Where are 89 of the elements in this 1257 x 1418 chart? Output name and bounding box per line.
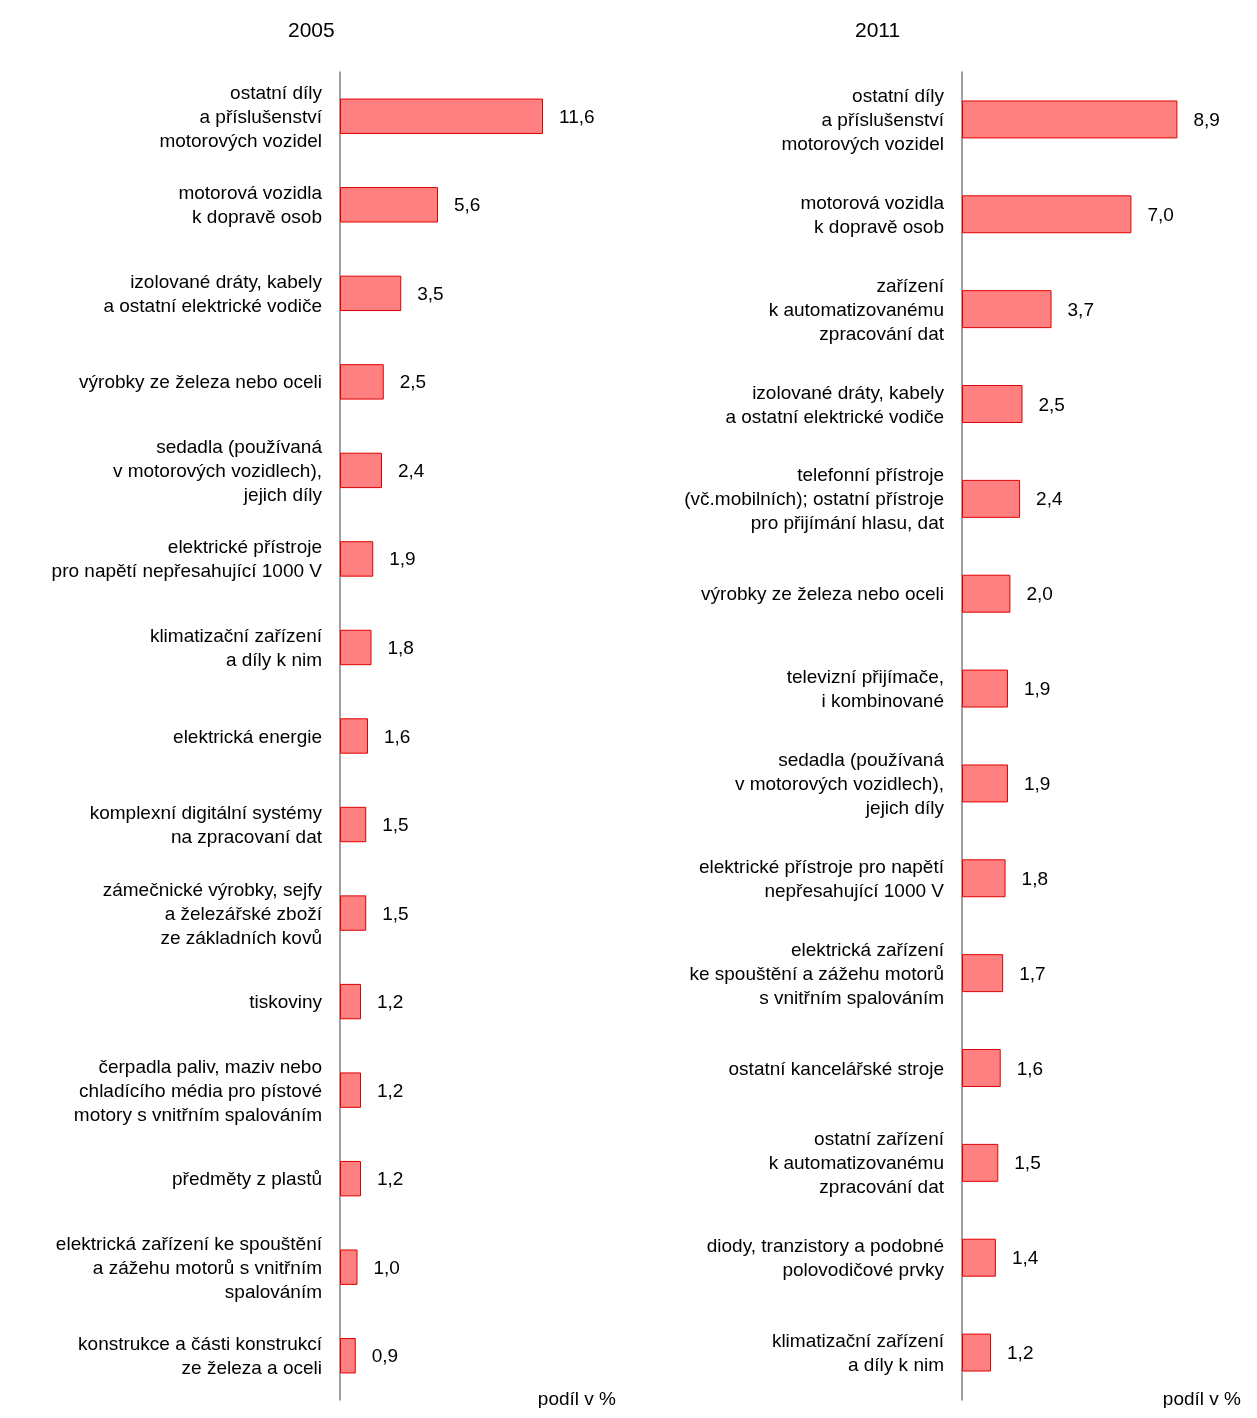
bar xyxy=(340,1249,358,1285)
bar xyxy=(962,859,1006,898)
bar xyxy=(340,364,384,400)
y-tick-label: elektrické přístroje pro napětí nepřesahující 1000 V xyxy=(51,536,323,582)
bar xyxy=(962,669,1008,708)
data-label: 1,8 xyxy=(387,636,414,658)
data-label: 1,5 xyxy=(382,902,409,924)
bar xyxy=(340,1160,361,1197)
data-label: 1,4 xyxy=(1011,1247,1039,1269)
bar xyxy=(340,98,543,134)
data-label: 1,5 xyxy=(1014,1152,1041,1174)
y-tick-label: konstrukce a části konstrukcí ze železa a oceli xyxy=(78,1333,323,1379)
data-label: 1,6 xyxy=(1016,1057,1044,1079)
bar xyxy=(340,187,438,223)
y-tick-label: ostatní díly a příslušenství motorových vozidel xyxy=(781,84,945,154)
data-label: 5,6 xyxy=(454,194,481,216)
data-label: 3,5 xyxy=(417,282,444,304)
data-label: 0,9 xyxy=(371,1345,399,1367)
y-tick-label: motorová vozidla k dopravě osob xyxy=(178,182,323,228)
y-tick-label: klimatizační zařízení a díly k nim xyxy=(771,1330,945,1376)
y-tick-label: motorová vozidla k dopravě osob xyxy=(800,191,945,237)
bar xyxy=(962,385,1023,423)
y-tick-label: televizní přijímače, i kombinované xyxy=(786,666,944,712)
bar xyxy=(340,1072,361,1108)
bar xyxy=(340,629,372,666)
chart-title: 2011 xyxy=(855,18,901,41)
bar xyxy=(962,195,1132,234)
y-tick-label: předměty z plastů xyxy=(172,1168,322,1190)
chart-title: 2005 xyxy=(288,18,335,41)
bar xyxy=(340,1338,356,1374)
bar xyxy=(962,479,1021,518)
data-label: 8,9 xyxy=(1193,108,1220,130)
y-tick-label: izolované dráty, kabely a ostatní elektrické vodiče xyxy=(103,270,323,316)
data-label: 1,2 xyxy=(377,1168,404,1190)
data-label: 1,7 xyxy=(1019,962,1046,984)
bar xyxy=(340,806,367,843)
bar xyxy=(962,290,1052,329)
y-tick-label: komplexní digitální systémy na zpracovaní dat xyxy=(89,802,323,848)
y-tick-label: diody, tranzistory a podobné polovodičové prvky xyxy=(706,1235,945,1281)
y-tick-label: klimatizační zařízení a díly k nim xyxy=(149,624,323,670)
y-tick-label: ostatní kancelářské stroje xyxy=(728,1057,944,1079)
y-tick-label: zámečnické výrobky, sejfy a železářské zboží ze základních kovů xyxy=(102,878,323,948)
y-tick-label: elektrická energie xyxy=(173,725,322,747)
bar xyxy=(962,1333,992,1372)
bar xyxy=(340,983,361,1020)
data-label: 2,5 xyxy=(1038,393,1065,415)
data-label: 11,6 xyxy=(559,105,595,127)
y-tick-label: izolované dráty, kabely a ostatní elektrické vodiče xyxy=(725,381,945,427)
bar xyxy=(340,541,374,577)
y-tick-label: čerpadla paliv, maziv nebo chladícího média pro pístové motory s vnitřním spalováním xyxy=(73,1055,322,1125)
y-tick-label: elektrická zařízení ke spouštění a zážehu motorů s vnitřním spalováním xyxy=(689,938,945,1008)
y-tick-label: výrobky ze železa nebo oceli xyxy=(79,371,322,393)
bar xyxy=(962,954,1004,993)
data-label: 1,8 xyxy=(1021,867,1048,889)
y-tick-label: sedadla (používaná v motorových vozidlech), jejich díly xyxy=(734,748,945,818)
data-label: 1,5 xyxy=(382,814,409,836)
y-tick-label: zařízení k automatizovanému zpracování dat xyxy=(768,274,945,344)
data-label: 1,2 xyxy=(377,1079,404,1101)
bar xyxy=(962,574,1011,613)
bar xyxy=(340,452,382,489)
data-label: 1,9 xyxy=(389,548,416,570)
y-tick-label: výrobky ze železa nebo oceli xyxy=(701,583,944,605)
y-tick-label: ostatní díly a příslušenství motorových vozidel xyxy=(159,81,323,151)
data-label: 1,2 xyxy=(1007,1342,1034,1364)
y-tick-label: sedadla (používaná v motorových vozidlech), jejich díly xyxy=(112,435,323,505)
bar xyxy=(340,275,402,312)
y-tick-label: elektrické přístroje pro napětí nepřesahující 1000 V xyxy=(698,855,945,901)
data-label: 2,0 xyxy=(1026,583,1053,605)
data-label: 1,9 xyxy=(1023,678,1051,700)
data-label: 1,9 xyxy=(1023,772,1051,794)
bar xyxy=(962,1143,999,1182)
bar xyxy=(340,895,367,931)
bar xyxy=(962,100,1178,139)
data-label: 1,0 xyxy=(373,1256,400,1278)
y-tick-label: ostatní zařízení k automatizovanému zpracování dat xyxy=(768,1128,945,1198)
y-tick-label: tiskoviny xyxy=(249,991,323,1013)
data-label: 2,4 xyxy=(398,459,425,481)
data-label: 3,7 xyxy=(1067,298,1094,320)
bar xyxy=(962,1238,996,1277)
data-label: 2,5 xyxy=(399,371,427,393)
data-label: 1,6 xyxy=(384,725,411,747)
bar xyxy=(340,718,368,754)
data-label: 2,4 xyxy=(1036,488,1063,510)
data-label: 7,0 xyxy=(1147,203,1174,225)
data-label: 1,2 xyxy=(377,991,404,1013)
bar xyxy=(962,1049,1001,1087)
y-tick-label: elektrická zařízení ke spouštění a zážehu motorů s vnitřním spalováním xyxy=(55,1232,323,1302)
y-tick-label: telefonní přístroje (vč.mobilních); ostatní přístroje pro přijímání hlasu, dat xyxy=(684,464,945,534)
bar xyxy=(962,764,1008,803)
